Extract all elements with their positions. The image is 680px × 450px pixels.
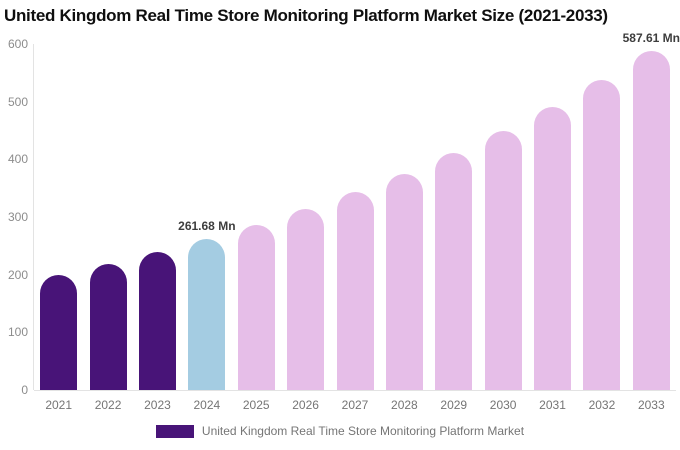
bar-2027[interactable]	[336, 192, 374, 390]
bar-2025[interactable]	[237, 224, 275, 390]
bar-2033[interactable]	[632, 51, 670, 390]
bar-2030[interactable]	[484, 131, 522, 390]
plot-area: 261.68 Mn 587.61 Mn	[34, 31, 680, 390]
bar-2023[interactable]	[138, 252, 176, 390]
x-tick-label-2032: 2032	[588, 398, 616, 412]
x-tick-label-2026: 2026	[292, 398, 319, 412]
bar-2024[interactable]	[188, 239, 226, 390]
legend-label: United Kingdom Real Time Store Monitorin…	[201, 424, 525, 438]
y-tick-label-600: 600	[7, 37, 28, 51]
y-tick-label-0: 0	[21, 383, 28, 397]
x-tick-label-2022: 2022	[94, 398, 122, 412]
x-tick-label-2024: 2024	[193, 398, 221, 412]
bar-2028[interactable]	[385, 173, 423, 390]
bar-2021[interactable]	[40, 274, 78, 390]
data-label-2024: 261.68 Mn	[178, 219, 236, 234]
legend: United Kingdom Real Time Store Monitorin…	[0, 424, 680, 438]
x-tick-label-2030: 2030	[489, 398, 517, 412]
x-axis-line	[34, 390, 676, 391]
y-tick-label-100: 100	[7, 325, 28, 340]
y-tick-label-400: 400	[7, 152, 28, 167]
x-tick-label-2027: 2027	[341, 398, 369, 412]
y-tick-label-500: 500	[7, 94, 28, 109]
bar-2031[interactable]	[534, 106, 572, 390]
x-tick-label-2029: 2029	[440, 398, 468, 412]
x-tick-label-2023: 2023	[144, 398, 171, 412]
x-tick-label-2033: 2033	[637, 398, 665, 412]
data-label-2033: 587.61 Mn	[622, 31, 680, 46]
legend-item-uk-market[interactable]: United Kingdom Real Time Store Monitorin…	[155, 424, 525, 438]
x-tick-label-2025: 2025	[242, 398, 270, 412]
x-tick-label-2028: 2028	[391, 398, 418, 412]
y-tick-label-200: 200	[7, 267, 28, 282]
legend-swatch	[155, 424, 194, 438]
bar-2022[interactable]	[89, 263, 127, 390]
chart-title: United Kingdom Real Time Store Monitorin…	[4, 6, 608, 25]
bar-2026[interactable]	[287, 209, 325, 390]
bar-2032[interactable]	[583, 80, 621, 390]
y-axis-line	[33, 44, 34, 390]
bar-2029[interactable]	[435, 153, 473, 390]
x-tick-label-2021: 2021	[45, 398, 73, 412]
y-tick-label-300: 300	[7, 210, 28, 224]
x-tick-label-2031: 2031	[539, 398, 566, 412]
